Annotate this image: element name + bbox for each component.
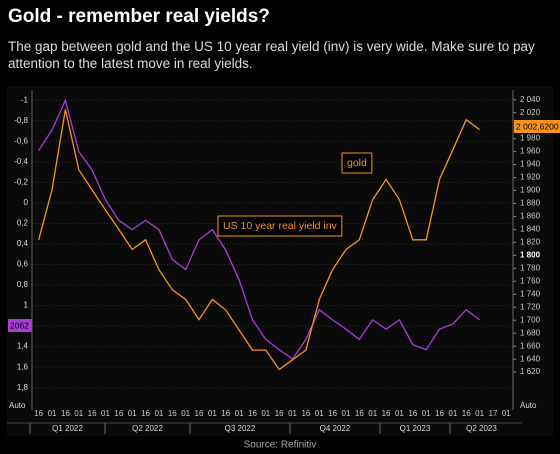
quarter-label: Q2 2022 (132, 424, 163, 433)
y2-tick-label: 1 780 (520, 263, 541, 272)
x-tick-label: 16 (114, 409, 123, 418)
y2-tick-label: 1 720 (520, 302, 541, 311)
y2-tick-label: 1 860 (520, 212, 541, 221)
x-tick-label: 16 (61, 409, 70, 418)
x-tick-label: 01 (48, 409, 57, 418)
x-tick-label: 01 (475, 409, 484, 418)
x-tick-label: 16 (435, 409, 444, 418)
y2-tick-label: 2 020 (520, 108, 541, 117)
y2-tick-label: 1 680 (520, 328, 541, 337)
y-tick-label: 1 (24, 301, 29, 310)
y2-tick-label: 1 660 (520, 341, 541, 350)
x-tick-label: 16 (275, 409, 284, 418)
x-tick-label: 16 (34, 409, 43, 418)
y2-tick-label: 1 700 (520, 315, 541, 324)
y2-tick-label: 1 840 (520, 225, 541, 234)
quarter-label: Q1 2022 (52, 424, 83, 433)
y-tick-label: 1,4 (17, 342, 29, 351)
x-tick-label: 01 (261, 409, 270, 418)
x-tick-label: 01 (368, 409, 377, 418)
x-tick-label: 01 (342, 409, 351, 418)
y-tick-label: 1,6 (17, 362, 29, 371)
quarter-label: Q4 2022 (320, 424, 351, 433)
y2-tick-label: 1 740 (520, 289, 541, 298)
y2-tick-label: 1 800 (520, 250, 541, 259)
x-tick-label: 01 (181, 409, 190, 418)
right-badge: 2 002,6200 (516, 121, 559, 131)
series-line (38, 98, 480, 360)
x-tick-label: 16 (301, 409, 310, 418)
x-tick-label: 01 (422, 409, 431, 418)
y2-tick-label: 1 620 (520, 367, 541, 376)
x-tick-label: 01 (208, 409, 217, 418)
x-tick-label: 16 (248, 409, 257, 418)
y2-tick-label: 1 960 (520, 147, 541, 156)
x-tick-label: 16 (408, 409, 417, 418)
series-label-box (217, 215, 343, 237)
x-tick-label: 16 (328, 409, 337, 418)
y2-tick-label: 1 640 (520, 354, 541, 363)
y-tick-label: -0,2 (14, 177, 28, 186)
series-label: gold (347, 157, 367, 169)
y2-tick-label: 1 880 (520, 199, 541, 208)
left-badge: 2062 (10, 320, 29, 330)
y-tick-label: 0,8 (17, 280, 29, 289)
x-tick-label: 01 (395, 409, 404, 418)
right-badge-box (514, 120, 560, 133)
y2-tick-label: 1 820 (520, 238, 541, 247)
y-tick-label: -0,4 (14, 157, 28, 166)
y2-tick-label: 1 940 (520, 160, 541, 169)
y2-tick-label: 1 920 (520, 173, 541, 182)
chart-frame (7, 86, 553, 436)
x-tick-label: 16 (88, 409, 97, 418)
quarter-label: Q1 2023 (400, 424, 431, 433)
y-tick-label: 0,2 (17, 219, 29, 228)
chart-subtitle: The gap between gold and the US 10 year … (8, 39, 535, 71)
x-tick-label: 01 (101, 409, 110, 418)
x-tick-label: 16 (168, 409, 177, 418)
y-tick-label: -0,6 (14, 136, 28, 145)
x-tick-label: 16 (355, 409, 364, 418)
y-tick-label: -1 (21, 95, 29, 104)
chart-title: Gold - remember real yields? (8, 6, 270, 27)
x-tick-label: 16 (221, 409, 230, 418)
x-tick-label: 01 (288, 409, 297, 418)
x-tick-label: 01 (315, 409, 324, 418)
x-tick-label: 16 (141, 409, 150, 418)
x-tick-label: 16 (382, 409, 391, 418)
y2-tick-label: 1 980 (520, 134, 541, 143)
series-label-box (341, 152, 373, 174)
y2-tick-label: 2 040 (520, 95, 541, 104)
x-tick-label: 16 (195, 409, 204, 418)
x-tick-label: 01 (74, 409, 83, 418)
x-tick-label: 01 (235, 409, 244, 418)
y-tick-label: 1,8 (17, 383, 29, 392)
x-tick-label: 01 (502, 409, 511, 418)
y-tick-label: 0,6 (17, 260, 29, 269)
series-label: US 10 year real yield inv (223, 220, 338, 232)
left-badge-box (8, 319, 32, 332)
source: Source: Refinitiv (244, 440, 317, 451)
x-tick-label: 16 (462, 409, 471, 418)
y-tick-label: 0,4 (17, 239, 29, 248)
scale-label: Auto (9, 401, 26, 410)
y-tick-label: 0 (24, 198, 29, 207)
series-line (38, 109, 480, 371)
x-tick-label: 01 (448, 409, 457, 418)
quarter-label: Q2 2023 (466, 424, 497, 433)
x-tick-label: 17 (489, 409, 498, 418)
y2-tick-label: 1 760 (520, 276, 541, 285)
y-tick-label: -0,8 (14, 116, 28, 125)
y2-tick-label: 1 900 (520, 186, 541, 195)
quarter-label: Q3 2022 (225, 424, 256, 433)
x-tick-label: 01 (154, 409, 163, 418)
x-tick-label: 01 (128, 409, 137, 418)
scale-label: Auto (520, 401, 537, 410)
